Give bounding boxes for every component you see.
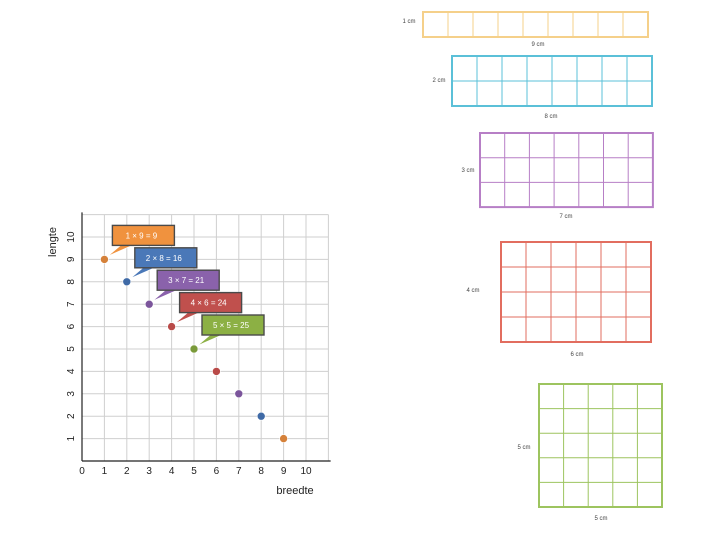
y-axis-label: lengte xyxy=(47,227,59,257)
y-tick-label: 10 xyxy=(66,231,77,243)
callout-label: 3 × 7 = 21 xyxy=(168,276,205,285)
grid-rectangle: 3 cm 7 cm xyxy=(461,132,654,220)
data-point xyxy=(167,322,176,331)
callout-pointer xyxy=(107,245,133,257)
callout-box xyxy=(201,314,265,336)
y-tick-label: 2 xyxy=(66,413,77,419)
rectangle-height-label: 2 cm xyxy=(432,78,445,84)
x-tick-labels: 0 1 2 3 4 5 6 7 8 9 10 xyxy=(79,466,312,477)
x-tick-label: 3 xyxy=(146,466,152,477)
y-tick-label: 3 xyxy=(66,391,77,397)
x-tick-label: 5 xyxy=(191,466,197,477)
rectangle-width-label: 8 cm xyxy=(544,114,557,120)
x-tick-label: 1 xyxy=(102,466,108,477)
y-tick-label: 8 xyxy=(66,279,77,285)
grid-rectangle: 5 cm 5 cm xyxy=(517,383,663,522)
callout-box xyxy=(111,224,176,247)
rectangle-height-label: 3 cm xyxy=(461,168,474,174)
rectangle-width-label: 7 cm xyxy=(559,214,572,220)
rectangle-border xyxy=(538,383,663,508)
rectangle-border xyxy=(422,11,649,38)
rectangle-border xyxy=(479,132,654,209)
callout-label: 5 × 5 = 25 xyxy=(213,321,250,330)
data-point xyxy=(279,434,288,443)
rectangle-height-label: 5 cm xyxy=(517,445,530,451)
y-tick-label: 1 xyxy=(66,435,77,441)
callout: 2 × 8 = 16 xyxy=(129,247,198,280)
x-tick-label: 7 xyxy=(236,466,242,477)
x-tick-label: 0 xyxy=(79,466,85,477)
data-point xyxy=(256,411,266,421)
rectangle-width-label: 5 cm xyxy=(594,516,607,522)
data-points xyxy=(100,255,288,443)
data-point xyxy=(122,277,132,287)
x-axis-label: breedte xyxy=(276,485,313,497)
callout-box xyxy=(134,247,198,269)
data-point xyxy=(234,389,244,399)
grid-rectangle: 4 cm 6 cm xyxy=(466,241,652,358)
callout-box xyxy=(156,269,220,291)
y-tick-label: 5 xyxy=(66,346,77,352)
rectangle-border xyxy=(451,55,653,107)
callout-pointer xyxy=(174,312,200,324)
data-point xyxy=(189,344,199,354)
y-tick-label: 6 xyxy=(66,323,77,329)
callout-box xyxy=(178,291,243,314)
callout-label: 2 × 8 = 16 xyxy=(146,254,183,263)
rectangle-diagrams: 1 cm 9 cm 2 cm 8 cm 3 cm 7 cm 4 cm 6 cm 5 cm 5 cm xyxy=(402,11,663,522)
grid-rectangle: 1 cm 9 cm xyxy=(402,11,649,48)
x-tick-label: 2 xyxy=(124,466,130,477)
x-tick-label: 10 xyxy=(300,466,312,477)
x-tick-label: 8 xyxy=(258,466,264,477)
chart-axes xyxy=(81,212,331,462)
callout-pointer xyxy=(151,289,178,302)
x-tick-label: 4 xyxy=(169,466,175,477)
rectangle-width-label: 9 cm xyxy=(531,42,544,48)
grid-rectangle: 2 cm 8 cm xyxy=(432,55,653,120)
data-point xyxy=(212,367,221,376)
data-point xyxy=(144,299,154,309)
callout-label: 1 × 9 = 9 xyxy=(126,231,158,240)
callout: 4 × 6 = 24 xyxy=(174,291,243,324)
callout: 1 × 9 = 9 xyxy=(107,224,176,257)
y-tick-label: 9 xyxy=(66,256,77,262)
callout: 5 × 5 = 25 xyxy=(196,314,265,347)
x-tick-label: 6 xyxy=(214,466,220,477)
y-tick-label: 4 xyxy=(66,368,77,374)
callout-pointer xyxy=(196,334,223,347)
data-point xyxy=(100,255,109,264)
y-tick-label: 7 xyxy=(66,301,77,307)
product-callouts: 1 × 9 = 9 2 × 8 = 16 3 × 7 = 21 4 × 6 = 24 5… xyxy=(107,224,265,347)
rectangle-height-label: 4 cm xyxy=(466,288,479,294)
x-tick-label: 9 xyxy=(281,466,287,477)
rectangle-height-label: 1 cm xyxy=(402,19,415,25)
y-tick-labels: 1 2 3 4 5 6 7 8 9 10 xyxy=(66,231,77,441)
callout-label: 4 × 6 = 24 xyxy=(191,299,228,308)
rectangle-border xyxy=(500,241,652,343)
callout-pointer xyxy=(129,267,155,280)
callout: 3 × 7 = 21 xyxy=(151,269,220,302)
rectangle-width-label: 6 cm xyxy=(570,352,583,358)
